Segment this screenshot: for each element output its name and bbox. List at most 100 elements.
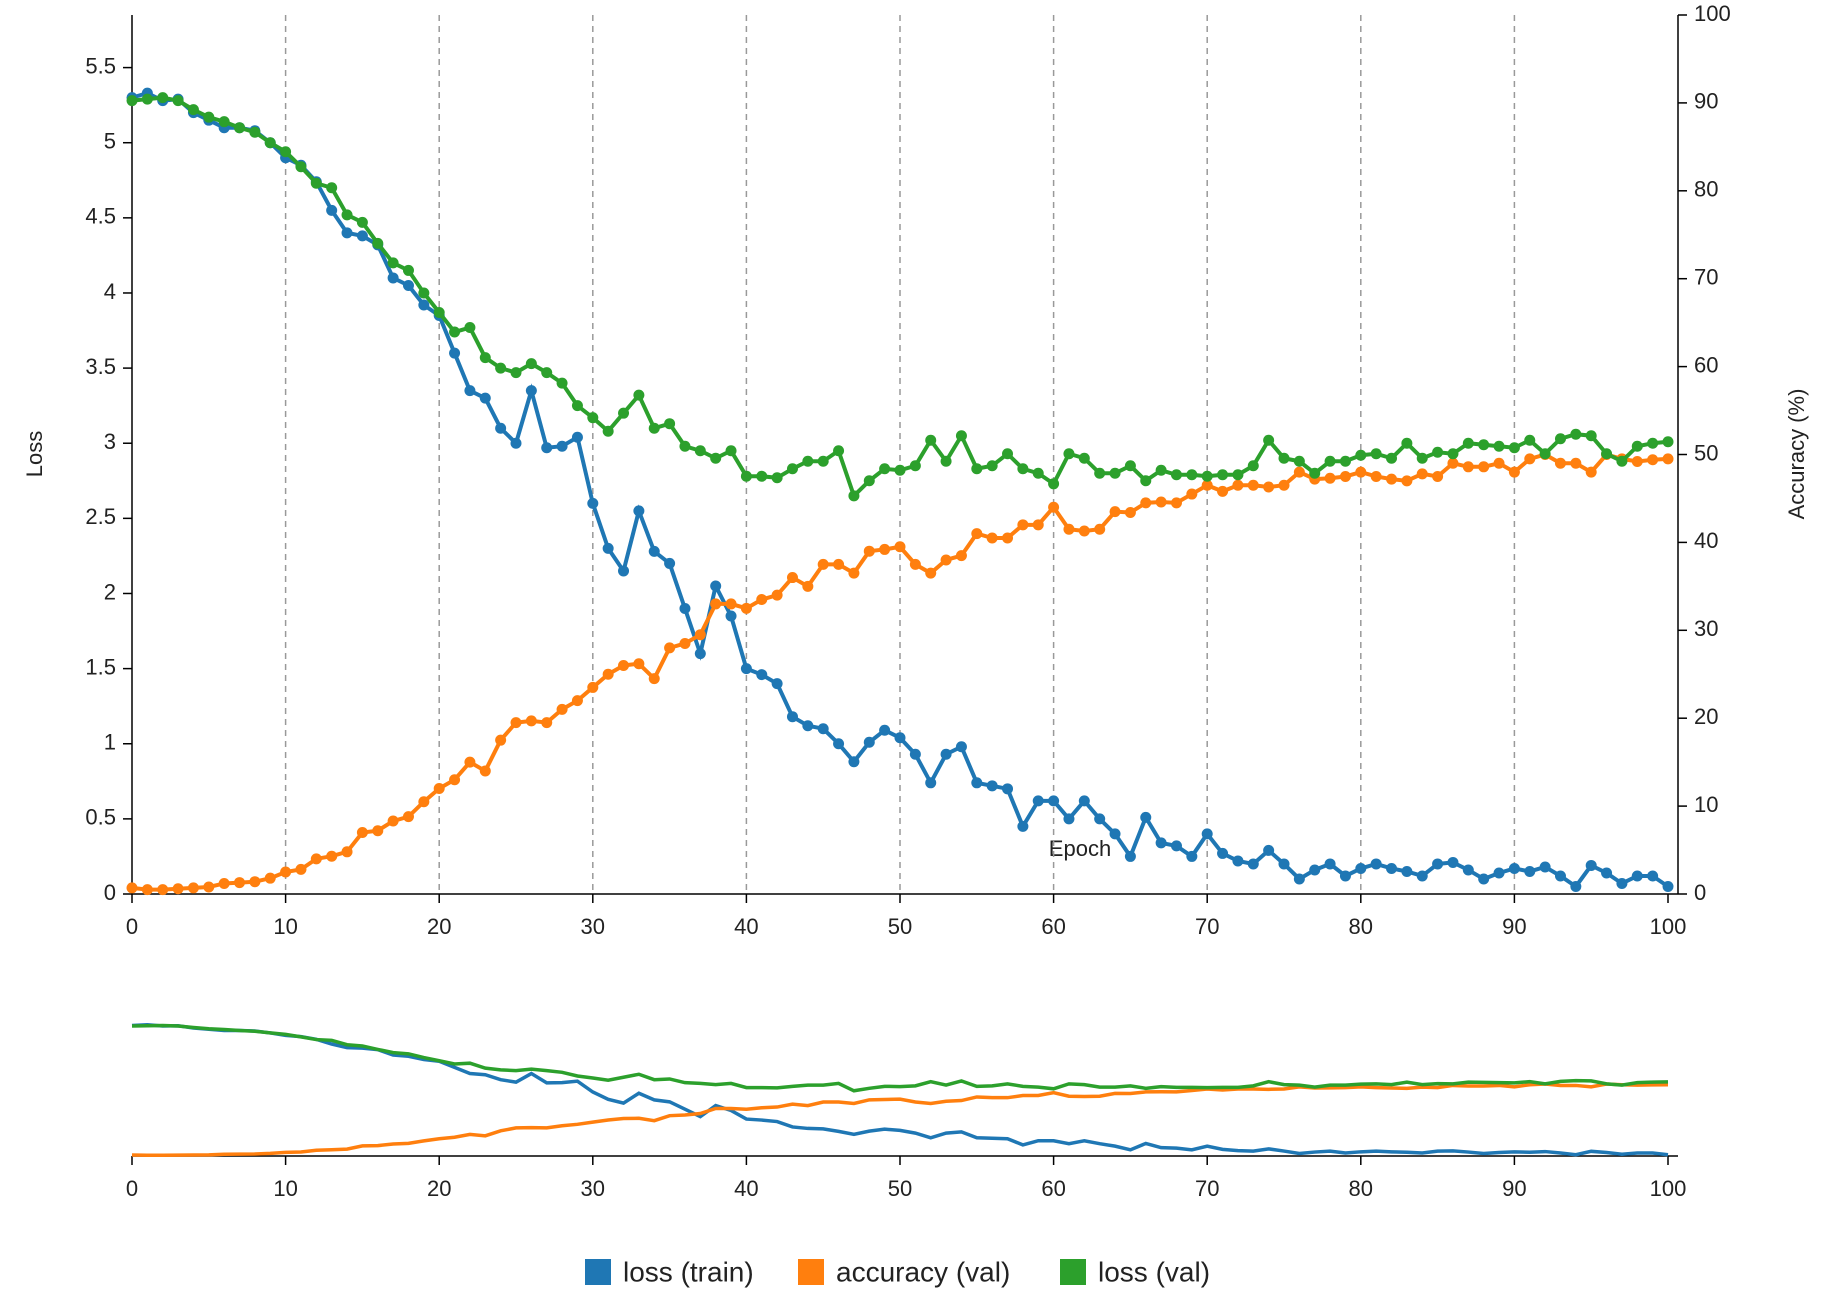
data-point bbox=[187, 104, 199, 116]
data-point bbox=[1247, 479, 1259, 491]
data-point bbox=[986, 460, 998, 472]
data-point bbox=[740, 663, 752, 675]
x-tick-label: 80 bbox=[1349, 914, 1373, 939]
data-point bbox=[1155, 496, 1167, 508]
data-point bbox=[525, 358, 537, 370]
data-point bbox=[971, 463, 983, 475]
data-point bbox=[479, 352, 491, 364]
data-point bbox=[679, 440, 691, 452]
data-point bbox=[387, 257, 399, 269]
data-point bbox=[495, 362, 507, 374]
data-point bbox=[756, 594, 768, 606]
x-tick-label: 60 bbox=[1041, 914, 1065, 939]
data-point bbox=[664, 418, 676, 430]
data-point bbox=[1324, 858, 1336, 870]
y2-tick-label: 50 bbox=[1694, 440, 1718, 465]
data-point bbox=[310, 177, 322, 189]
data-point bbox=[402, 264, 414, 276]
y2-tick-label: 70 bbox=[1694, 265, 1718, 290]
data-point bbox=[940, 554, 952, 566]
data-point bbox=[771, 678, 783, 690]
data-point bbox=[1616, 877, 1628, 889]
data-point bbox=[955, 741, 967, 753]
data-point bbox=[940, 455, 952, 467]
data-point bbox=[1631, 456, 1643, 468]
data-point bbox=[802, 580, 814, 592]
data-point bbox=[479, 765, 491, 777]
data-point bbox=[1247, 460, 1259, 472]
data-point bbox=[1508, 442, 1520, 454]
data-point bbox=[1355, 862, 1367, 874]
x-axis-label: Epoch bbox=[1049, 836, 1111, 861]
brush-series-line bbox=[131, 1023, 1669, 1093]
legend-swatch bbox=[585, 1259, 611, 1285]
x-tick-label: 50 bbox=[888, 914, 912, 939]
data-point bbox=[694, 629, 706, 641]
data-point bbox=[1063, 813, 1075, 825]
data-point bbox=[571, 431, 583, 443]
data-point bbox=[648, 545, 660, 557]
data-point bbox=[879, 724, 891, 736]
data-point bbox=[618, 407, 630, 419]
y-axis-label: Loss bbox=[22, 431, 47, 477]
data-point bbox=[1662, 453, 1674, 465]
data-point bbox=[1048, 501, 1060, 513]
y2-tick-label: 60 bbox=[1694, 352, 1718, 377]
data-point bbox=[1002, 532, 1014, 544]
data-point bbox=[449, 347, 461, 359]
data-point bbox=[1339, 455, 1351, 467]
data-point bbox=[433, 307, 445, 319]
data-point bbox=[556, 703, 568, 715]
data-point bbox=[341, 227, 353, 239]
data-point bbox=[848, 756, 860, 768]
data-point bbox=[725, 598, 737, 610]
data-point bbox=[1386, 862, 1398, 874]
data-point bbox=[1462, 437, 1474, 449]
legend-label: loss (train) bbox=[623, 1256, 754, 1287]
data-point bbox=[433, 783, 445, 795]
data-point bbox=[1647, 870, 1659, 882]
data-point bbox=[710, 598, 722, 610]
data-point bbox=[218, 877, 230, 889]
data-point bbox=[725, 610, 737, 622]
data-point bbox=[909, 558, 921, 570]
data-point bbox=[280, 866, 292, 878]
data-point bbox=[449, 774, 461, 786]
data-point bbox=[1094, 467, 1106, 479]
data-point bbox=[172, 95, 184, 107]
data-point bbox=[1140, 475, 1152, 487]
y-tick-label: 1.5 bbox=[85, 654, 116, 679]
data-point bbox=[1140, 811, 1152, 823]
data-point bbox=[1447, 448, 1459, 460]
data-point bbox=[1217, 469, 1229, 481]
x-tick-label: 0 bbox=[126, 914, 138, 939]
data-point bbox=[909, 748, 921, 760]
data-point bbox=[1309, 467, 1321, 479]
data-point bbox=[894, 464, 906, 476]
data-point bbox=[402, 279, 414, 291]
data-point bbox=[187, 882, 199, 894]
data-point bbox=[1355, 449, 1367, 461]
data-point bbox=[1293, 873, 1305, 885]
data-point bbox=[694, 648, 706, 660]
data-point bbox=[234, 877, 246, 889]
data-point bbox=[1002, 783, 1014, 795]
y2-tick-label: 10 bbox=[1694, 792, 1718, 817]
data-point bbox=[1032, 467, 1044, 479]
data-point bbox=[1032, 795, 1044, 807]
y-tick-label: 4.5 bbox=[85, 204, 116, 229]
data-point bbox=[1570, 880, 1582, 892]
data-point bbox=[587, 681, 599, 693]
data-point bbox=[1416, 468, 1428, 480]
data-point bbox=[479, 392, 491, 404]
data-point bbox=[326, 204, 338, 216]
y2-tick-label: 40 bbox=[1694, 528, 1718, 553]
data-point bbox=[664, 557, 676, 569]
data-point bbox=[1370, 448, 1382, 460]
data-point bbox=[1401, 865, 1413, 877]
data-point bbox=[1170, 497, 1182, 509]
data-point bbox=[971, 777, 983, 789]
y-tick-label: 5.5 bbox=[85, 53, 116, 78]
data-point bbox=[817, 558, 829, 570]
data-point bbox=[1078, 795, 1090, 807]
